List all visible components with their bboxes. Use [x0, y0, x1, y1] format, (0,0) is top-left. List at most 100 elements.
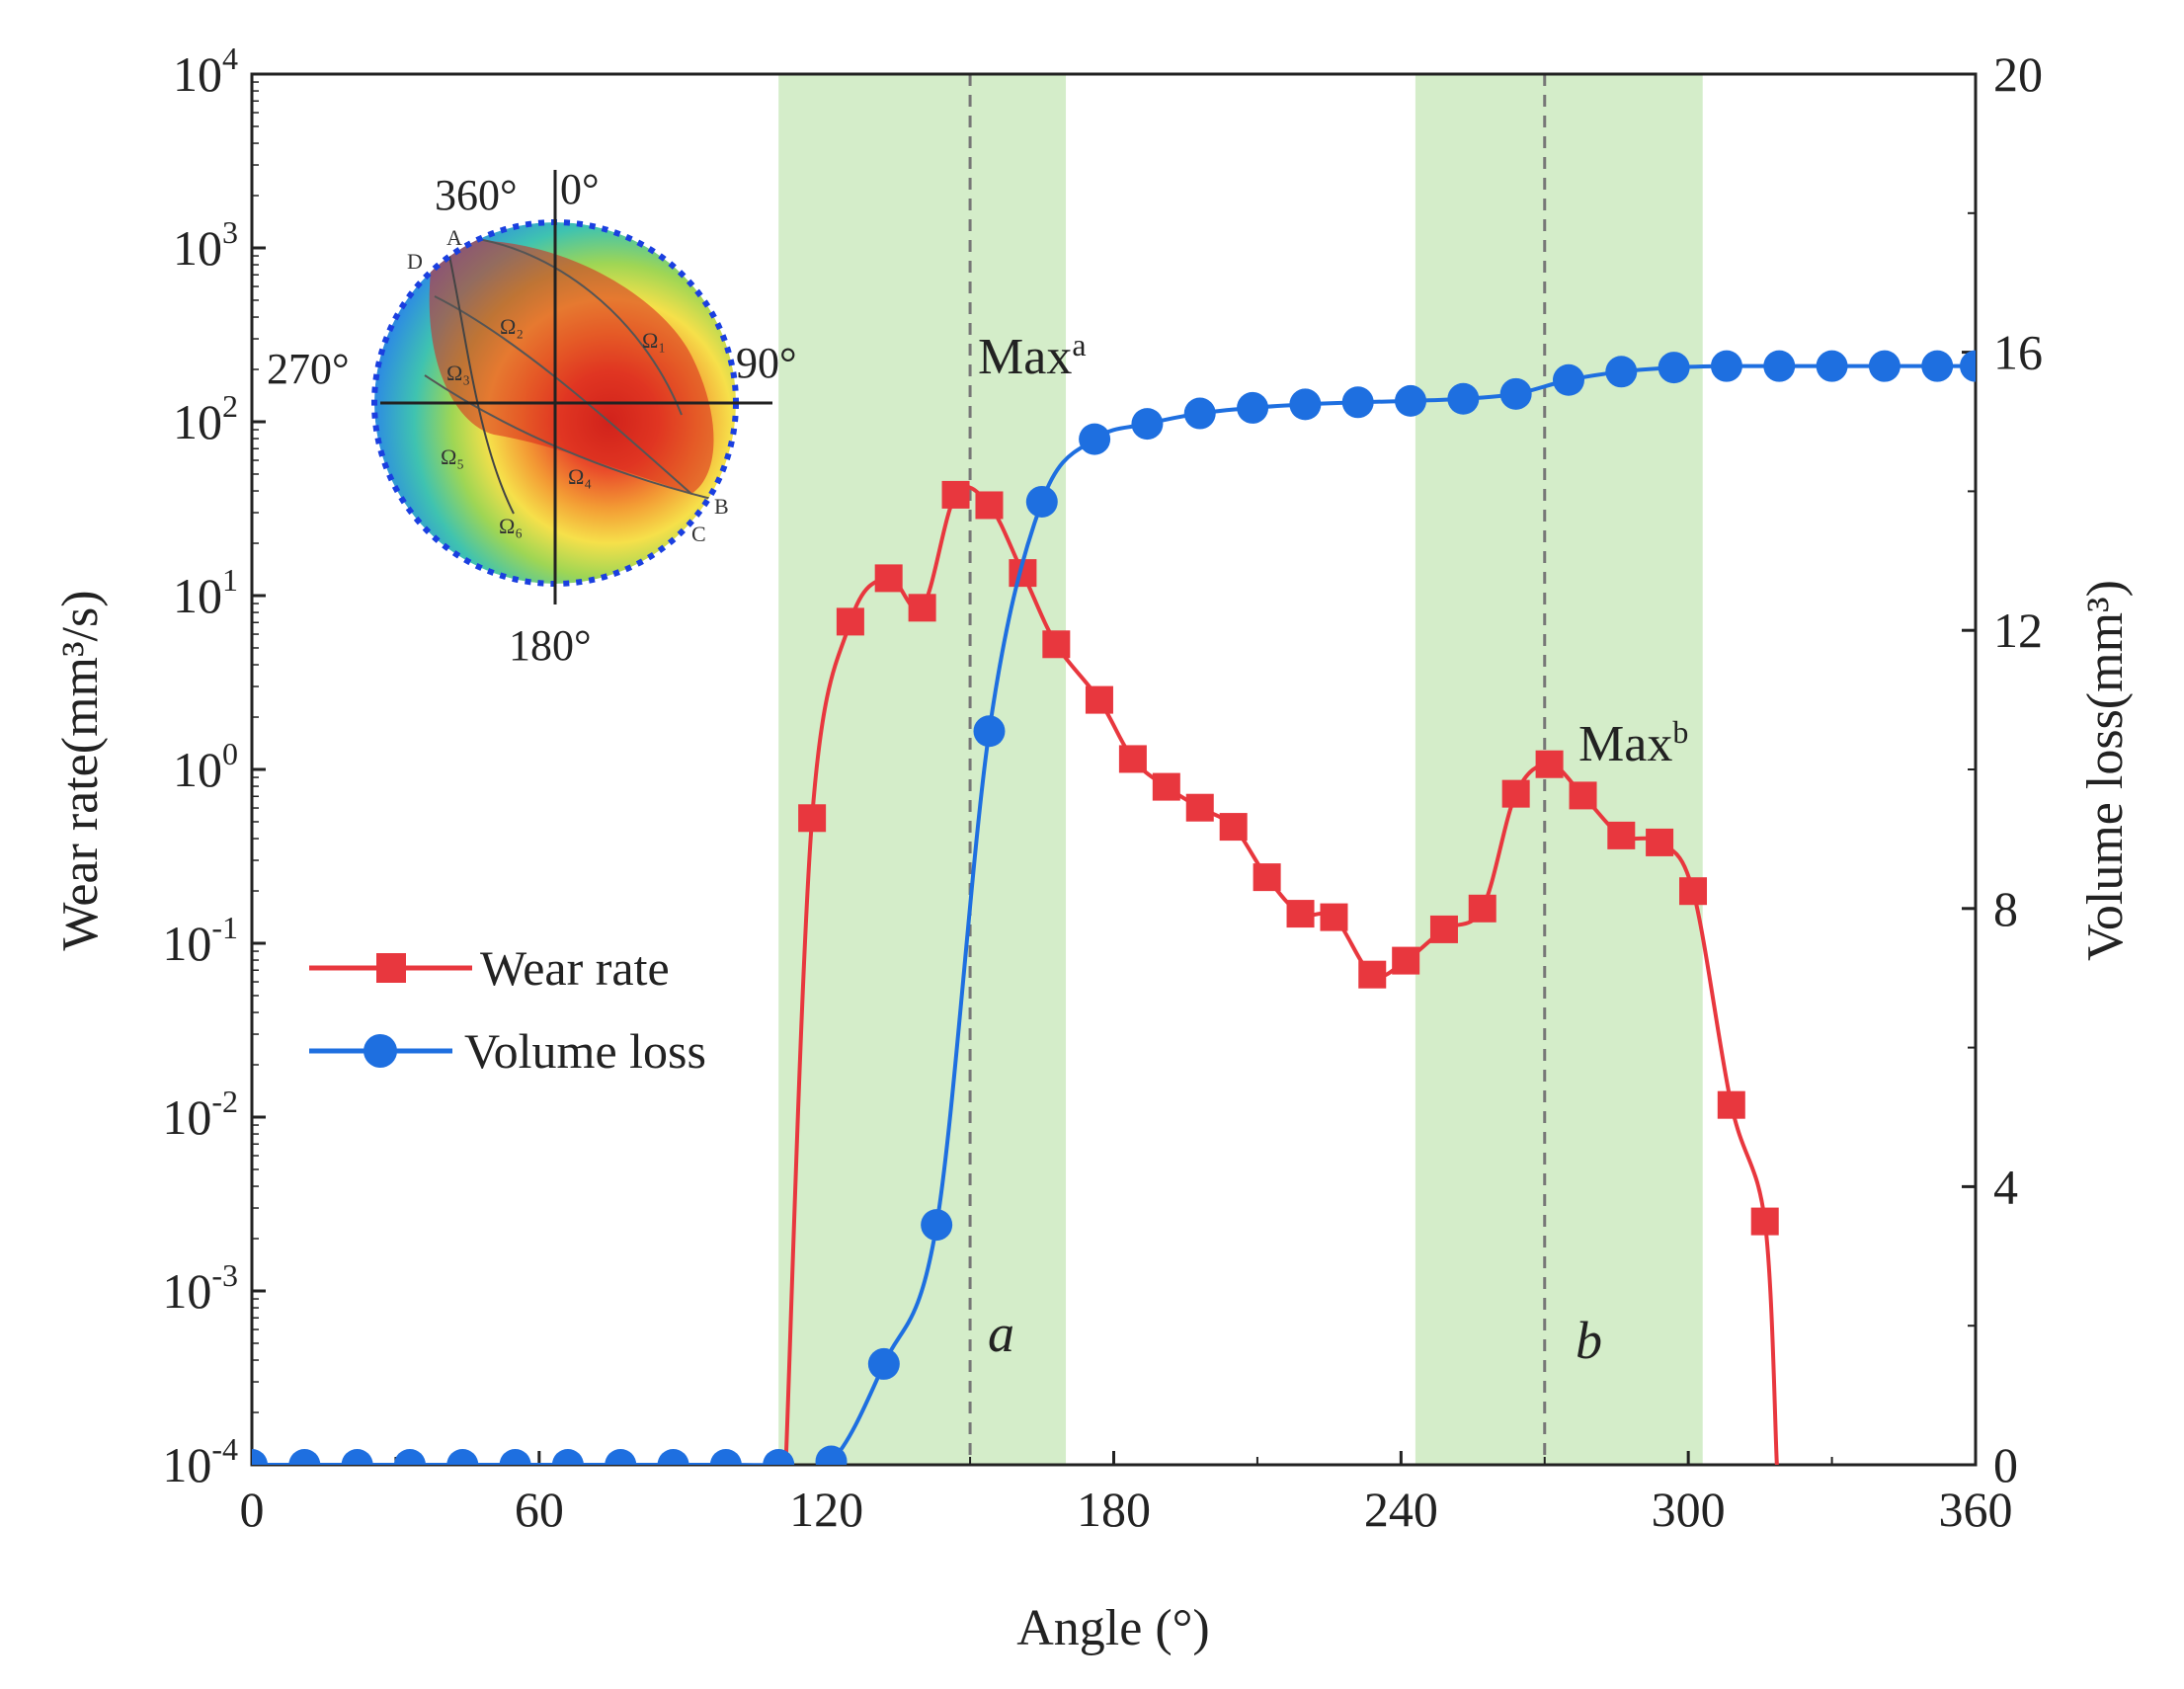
volume-loss-point: [1816, 350, 1848, 382]
legend: Wear rate Volume loss: [309, 940, 706, 1079]
inset-region-2: Ω₂: [500, 314, 524, 339]
max-b-sup: b: [1672, 714, 1688, 750]
max-a-sup: a: [1072, 327, 1086, 362]
volume-loss-point: [551, 1449, 584, 1465]
volume-loss-point: [921, 1209, 953, 1242]
volume-loss-point: [1183, 397, 1216, 430]
wear-rate-point: [836, 607, 864, 636]
wear-rate-point: [1607, 821, 1636, 849]
legend-volume-marker: [364, 1034, 397, 1068]
right-axis-title: Volume loss(mm³): [2077, 580, 2134, 961]
wear-rate-point: [1286, 900, 1315, 928]
volume-loss-point: [657, 1449, 689, 1465]
volume-loss-point: [252, 1449, 268, 1465]
inset-boundary-left: [444, 232, 515, 515]
inset-point-d: D: [407, 249, 423, 274]
wear-rate-point: [1085, 685, 1113, 714]
region-a-label: a: [988, 1304, 1014, 1363]
volume-loss-point: [1395, 384, 1427, 417]
wear-rate-point: [798, 804, 827, 833]
y-left-tick-label: 103: [173, 214, 238, 276]
wear-rate-point: [1429, 915, 1458, 943]
wear-rate-point: [1219, 813, 1248, 842]
wear-rate-point: [1392, 946, 1420, 975]
volume-loss-point: [1499, 377, 1532, 410]
volume-loss-point: [763, 1449, 795, 1465]
volume-loss-point: [1447, 382, 1480, 415]
wear-rate-point: [1185, 793, 1214, 822]
inset-region-5: Ω₅: [441, 444, 464, 469]
wear-rate-point: [1358, 960, 1387, 989]
y-right-tick-label-12: 12: [1993, 603, 2043, 658]
y-right-tick-label-4: 4: [1993, 1159, 2018, 1214]
volume-loss-point: [341, 1449, 373, 1465]
volume-loss-point: [1763, 350, 1796, 382]
shaded-regions: [778, 74, 1703, 1465]
volume-loss-point: [1605, 356, 1638, 388]
y-left-tick-label: 10-3: [162, 1257, 238, 1319]
inset-point-b: B: [714, 494, 729, 519]
inset-polar-diagram: 360° 0° 90° 270° 180° Ω₁ Ω₂ Ω₃ Ω₄ Ω₅ Ω₆ …: [267, 165, 797, 670]
volume-loss-point: [1552, 363, 1584, 396]
wear-rate-point: [1501, 779, 1530, 808]
volume-loss-point: [1237, 391, 1269, 424]
wear-rate-point: [1717, 1090, 1745, 1119]
inset-point-a: A: [446, 225, 462, 250]
wear-rate-point: [1152, 772, 1180, 801]
volume-loss-point: [1131, 408, 1164, 441]
wear-rate-series: [783, 480, 1779, 1465]
wear-rate-point: [908, 594, 936, 622]
x-tick-label-300: 300: [1652, 1482, 1726, 1537]
left-axis-ticks: 104 103 102 101 100 10-1 10-2 10-3 10-4: [162, 40, 266, 1492]
inset-label-0: 0°: [560, 165, 600, 213]
y-right-tick-label-20: 20: [1993, 46, 2043, 102]
x-tick-label-0: 0: [240, 1482, 265, 1537]
x-tick-label-120: 120: [789, 1482, 863, 1537]
volume-loss-point: [1658, 352, 1690, 384]
right-axis-ticks: 0 4 8 12 16 20: [1962, 46, 2043, 1492]
volume-loss-point: [1921, 350, 1954, 382]
volume-loss-point: [1710, 350, 1742, 382]
volume-loss-point: [1025, 485, 1058, 518]
volume-loss-point: [499, 1449, 531, 1465]
inset-zone-boundaries: [424, 236, 712, 500]
y-right-tick-label-8: 8: [1993, 881, 2018, 936]
x-axis-title: Angle (°): [1016, 1600, 1210, 1656]
volume-loss-point: [1868, 350, 1901, 382]
legend-wear-marker: [376, 953, 406, 983]
volume-loss-series: [252, 350, 1976, 1465]
y-left-tick-label: 101: [173, 562, 238, 623]
x-axis-ticks: 0 60 120 180 240 300 360: [240, 1451, 2013, 1537]
volume-loss-point: [605, 1449, 637, 1465]
y-left-tick-label: 104: [173, 40, 238, 102]
x-tick-label-180: 180: [1077, 1482, 1151, 1537]
legend-wear-label: Wear rate: [480, 940, 670, 996]
region-b-label: b: [1576, 1311, 1602, 1370]
wear-rate-point: [975, 491, 1004, 520]
wear-rate-point: [1042, 630, 1071, 659]
wear-rate-point: [1118, 745, 1147, 773]
y-right-tick-label-0: 0: [1993, 1437, 2018, 1492]
wear-rate-point: [1750, 1207, 1779, 1236]
inset-region-4: Ω₄: [568, 464, 592, 489]
wear-rate-point: [1569, 781, 1597, 810]
volume-loss-point: [393, 1449, 426, 1465]
y-left-tick-label: 100: [173, 736, 238, 797]
max-a-text: Max: [978, 329, 1072, 385]
max-b-label: Maxb: [1578, 714, 1688, 772]
max-b-text: Max: [1578, 716, 1672, 772]
x-tick-label-60: 60: [515, 1482, 564, 1537]
volume-loss-point: [1960, 350, 1976, 382]
volume-loss-point: [1079, 423, 1111, 455]
inset-region-1: Ω₁: [642, 328, 666, 353]
left-axis-title: Wear rate(mm³/s): [52, 590, 109, 950]
wear-rate-point: [1468, 894, 1496, 923]
volume-loss-point: [709, 1449, 742, 1465]
inset-hot-zone: [429, 239, 714, 494]
inset-label-270: 270°: [267, 345, 350, 393]
volume-loss-point: [815, 1445, 848, 1465]
wear-rate-point: [874, 564, 903, 593]
shaded-region-1: [778, 74, 1067, 1465]
inset-label-360: 360°: [435, 171, 518, 219]
